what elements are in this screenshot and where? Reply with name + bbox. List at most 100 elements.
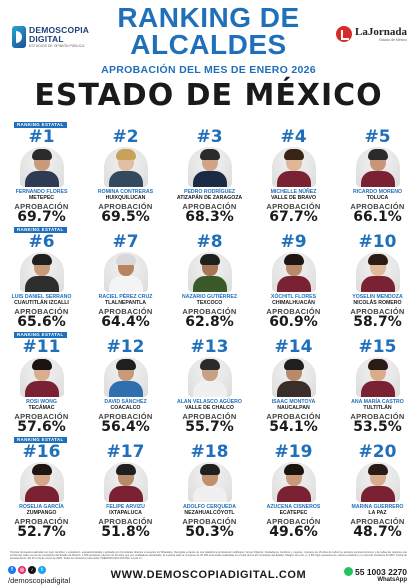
social-handle[interactable]: /demoscopiadigital [8, 576, 71, 585]
municipality-name: ZUMPANGO [26, 510, 57, 516]
photo-body-shape [193, 381, 227, 397]
municipality-name: NICOLÁS ROMERO [353, 300, 402, 306]
website-link[interactable]: WWW.DEMOSCOPIADIGITAL.COM [110, 569, 307, 581]
alcalde-card: #20 MARINA GUERRERO LA PAZ APROBACIÓN 48.7% [340, 443, 415, 543]
rank-number: #11 [22, 337, 61, 357]
approval-value: 68.3% [185, 209, 234, 225]
approval-value: 51.8% [101, 524, 150, 540]
rank-number: #7 [112, 232, 139, 252]
rank-number: #5 [364, 127, 391, 147]
photo-body-shape [361, 276, 395, 292]
rank-number: #8 [196, 232, 223, 252]
lajornada-logo[interactable]: LaJornada Estado de México [336, 26, 407, 42]
municipality-name: ATIZAPÁN DE ZARAGOZA [176, 195, 243, 201]
alcalde-name: ISAAC MONTOYA [271, 399, 316, 405]
photo-body-shape [109, 381, 143, 397]
alcalde-photo [356, 252, 400, 292]
approval-label: APROBACIÓN [182, 412, 237, 421]
alcalde-name: RACIEL PÉREZ CRUZ [98, 294, 153, 300]
disclaimer: Técnica: Encuesta realizada con rigor ci… [10, 551, 407, 560]
alcalde-photo [20, 357, 64, 397]
photo-hair-shape [116, 254, 136, 265]
section-label: RANKING ESTATAL [14, 227, 67, 233]
approval-label: APROBACIÓN [14, 307, 69, 316]
alcalde-photo [104, 357, 148, 397]
alcalde-name: MICHELLE NÚÑEZ [270, 189, 317, 195]
alcalde-card: #8 NAZARIO GUTIÉRREZ TEXCOCO APROBACIÓN 62.8… [172, 233, 247, 333]
footer: f ◎ ♪ t /demoscopiadigital WWW.DEMOSCOPI… [0, 564, 417, 588]
photo-body-shape [277, 381, 311, 397]
whatsapp-number: 55 1003 2270 [355, 567, 407, 577]
alcalde-card: #3 PEDRO RODRÍGUEZ ATIZAPÁN DE ZARAGOZA APR… [172, 128, 247, 228]
subtitle: APROBACIÓN DEL MES DE ENERO 2026 [101, 64, 316, 76]
photo-hair-shape [116, 149, 136, 160]
photo-body-shape [361, 486, 395, 502]
approval-value: 69.5% [101, 209, 150, 225]
rank-number: #3 [196, 127, 223, 147]
municipality-name: TULTITLÁN [363, 405, 392, 411]
rank-number: #20 [358, 442, 397, 462]
alcalde-name: FELIPE ARVIZU [106, 504, 145, 510]
approval-value: 58.7% [353, 314, 402, 330]
photo-hair-shape [200, 359, 220, 370]
section-label: RANKING ESTATAL [14, 437, 67, 443]
photo-hair-shape [32, 254, 52, 265]
rank-number: #15 [358, 337, 397, 357]
instagram-icon[interactable]: ◎ [18, 566, 26, 574]
photo-hair-shape [284, 149, 304, 160]
approval-label: APROBACIÓN [182, 307, 237, 316]
photo-hair-shape [368, 464, 388, 475]
alcalde-photo [104, 462, 148, 502]
approval-value: 57.6% [17, 419, 66, 435]
photo-body-shape [25, 276, 59, 292]
demoscopia-logo[interactable]: DEMOSCOPIA DIGITAL ESTUDIOS DE OPINIÓN P… [12, 26, 89, 48]
approval-value: 53.5% [353, 419, 402, 435]
approval-value: 52.7% [17, 524, 66, 540]
alcalde-name: ADOLFO CERQUEDA [182, 504, 237, 510]
alcalde-card: #1 FERNANDO FLORES METEPEC APROBACIÓN 69.7% [4, 128, 79, 228]
photo-hair-shape [200, 149, 220, 160]
alcalde-card: #7 RACIEL PÉREZ CRUZ TLALNEPANTLA APROBACIÓ… [88, 233, 163, 333]
rank-number: #1 [28, 127, 55, 147]
photo-body-shape [25, 486, 59, 502]
alcalde-photo [188, 147, 232, 187]
approval-label: APROBACIÓN [266, 517, 321, 526]
photo-body-shape [25, 171, 59, 187]
rank-number: #10 [358, 232, 397, 252]
alcalde-name: ROSI WONG [26, 399, 57, 405]
alcalde-photo [188, 462, 232, 502]
approval-label: APROBACIÓN [182, 517, 237, 526]
approval-label: APROBACIÓN [266, 202, 321, 211]
photo-hair-shape [284, 254, 304, 265]
approval-label: APROBACIÓN [350, 517, 405, 526]
section-label: RANKING ESTATAL [14, 122, 67, 128]
lajornada-logo-icon [336, 26, 353, 42]
approval-label: APROBACIÓN [98, 202, 153, 211]
approval-value: 69.7% [17, 209, 66, 225]
rank-number: #18 [190, 442, 229, 462]
approval-value: 56.4% [101, 419, 150, 435]
municipality-name: IXTAPALUCA [109, 510, 142, 516]
alcalde-card: #10 YOSELIN MENDOZA NICOLÁS ROMERO APROBACI… [340, 233, 415, 333]
tiktok-icon[interactable]: ♪ [28, 566, 36, 574]
rank-number: #17 [106, 442, 145, 462]
photo-body-shape [277, 486, 311, 502]
photo-hair-shape [200, 254, 220, 265]
alcalde-card: #11 ROSI WONG TECÁMAC APROBACIÓN 57.6% [4, 338, 79, 438]
facebook-icon[interactable]: f [8, 566, 16, 574]
approval-value: 54.1% [269, 419, 318, 435]
alcalde-photo [20, 147, 64, 187]
photo-body-shape [361, 171, 395, 187]
approval-label: APROBACIÓN [98, 307, 153, 316]
whatsapp-contact[interactable]: 55 1003 2270 WhatsApp [344, 567, 407, 583]
municipality-name: TLALNEPANTLA [104, 300, 147, 306]
alcalde-photo [20, 462, 64, 502]
alcalde-photo [356, 357, 400, 397]
municipality-name: TOLUCA [366, 195, 389, 201]
approval-label: APROBACIÓN [14, 202, 69, 211]
alcalde-card: #18 ADOLFO CERQUEDA NEZAHUALCÓYOTL APROBACI… [172, 443, 247, 543]
photo-body-shape [277, 171, 311, 187]
logo-text-sub: ESTUDIOS DE OPINIÓN PÚBLICA [29, 44, 85, 48]
twitter-icon[interactable]: t [38, 566, 46, 574]
alcalde-card: #12 DAVID SÁNCHEZ COACALCO APROBACIÓN 56.4% [88, 338, 163, 438]
